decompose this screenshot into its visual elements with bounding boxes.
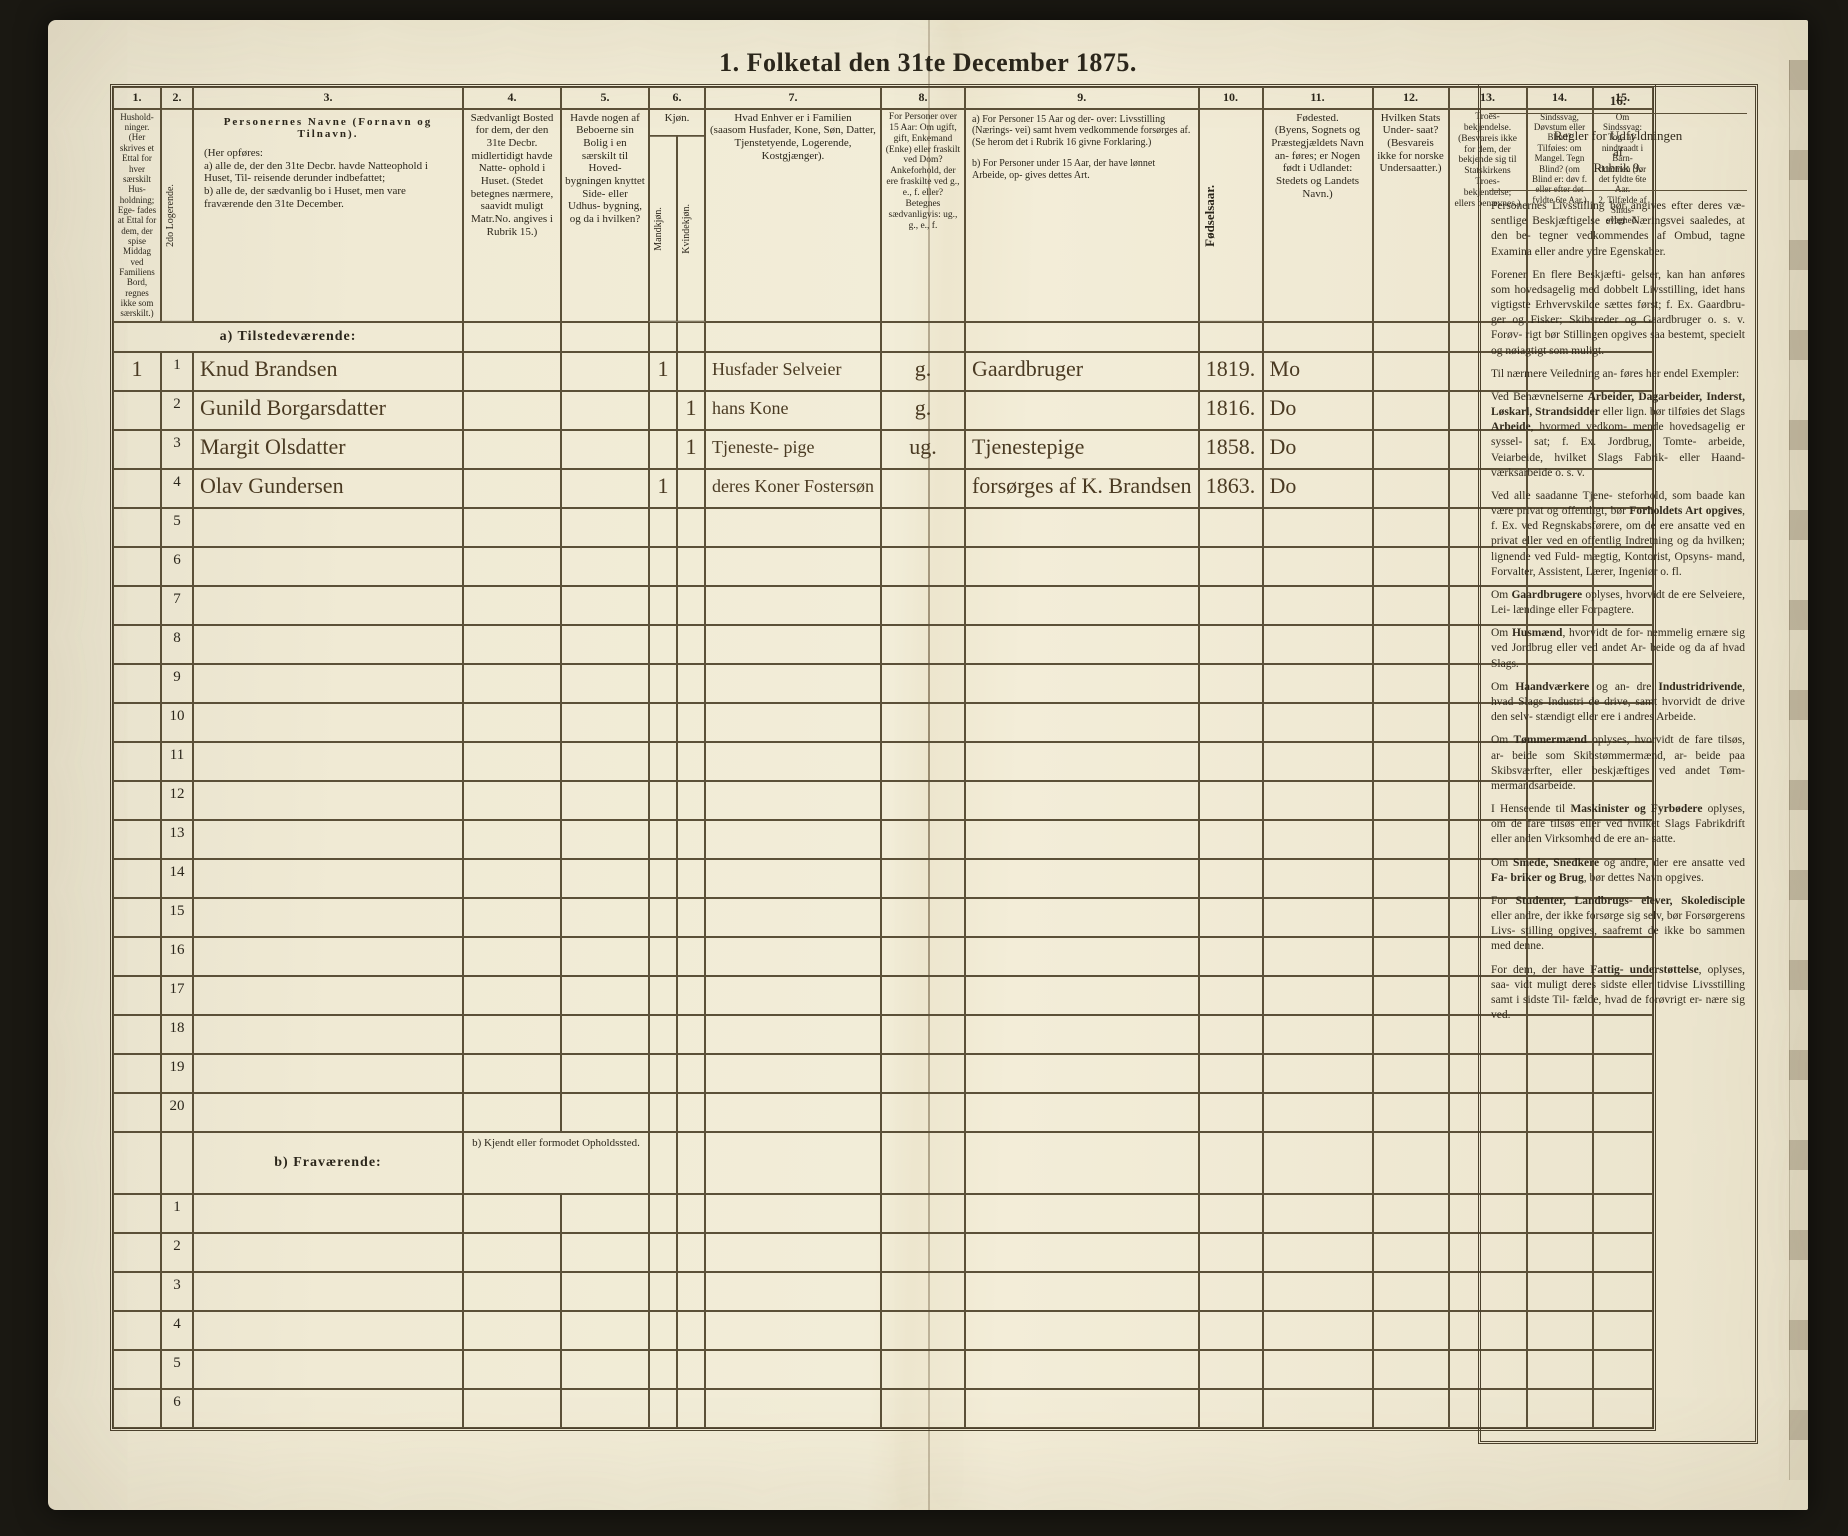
col16-number: 16.: [1489, 93, 1747, 114]
col16-body: Personernes Livsstilling bør angives eft…: [1489, 191, 1747, 1039]
table-row: 3Margit Olsdatter1Tjeneste- pigeug.Tjene…: [113, 430, 1653, 469]
table-row: 11Knud Brandsen1Husfader Selveierg.Gaard…: [113, 352, 1653, 391]
page-title: 1. Folketal den 31te December 1875.: [48, 48, 1808, 78]
col16-title: Regler for Udfyldningen af Rubrik 9.: [1489, 114, 1747, 191]
table-row: 4Olav Gundersen1deres Koner Fostersønfor…: [113, 469, 1653, 508]
census-ledger-table: 1.2.3.4.5.6.7.8.9.10.11.12.13.14.15.Hush…: [110, 84, 1656, 1431]
page-edge-stack: [1789, 60, 1808, 1480]
scanned-page-spread: 1. Folketal den 31te December 1875. 1.2.…: [48, 20, 1808, 1510]
instructions-column-16: 16. Regler for Udfyldningen af Rubrik 9.…: [1478, 84, 1758, 1444]
table-row: 2Gunild Borgarsdatter1hans Koneg.1816.Do: [113, 391, 1653, 430]
